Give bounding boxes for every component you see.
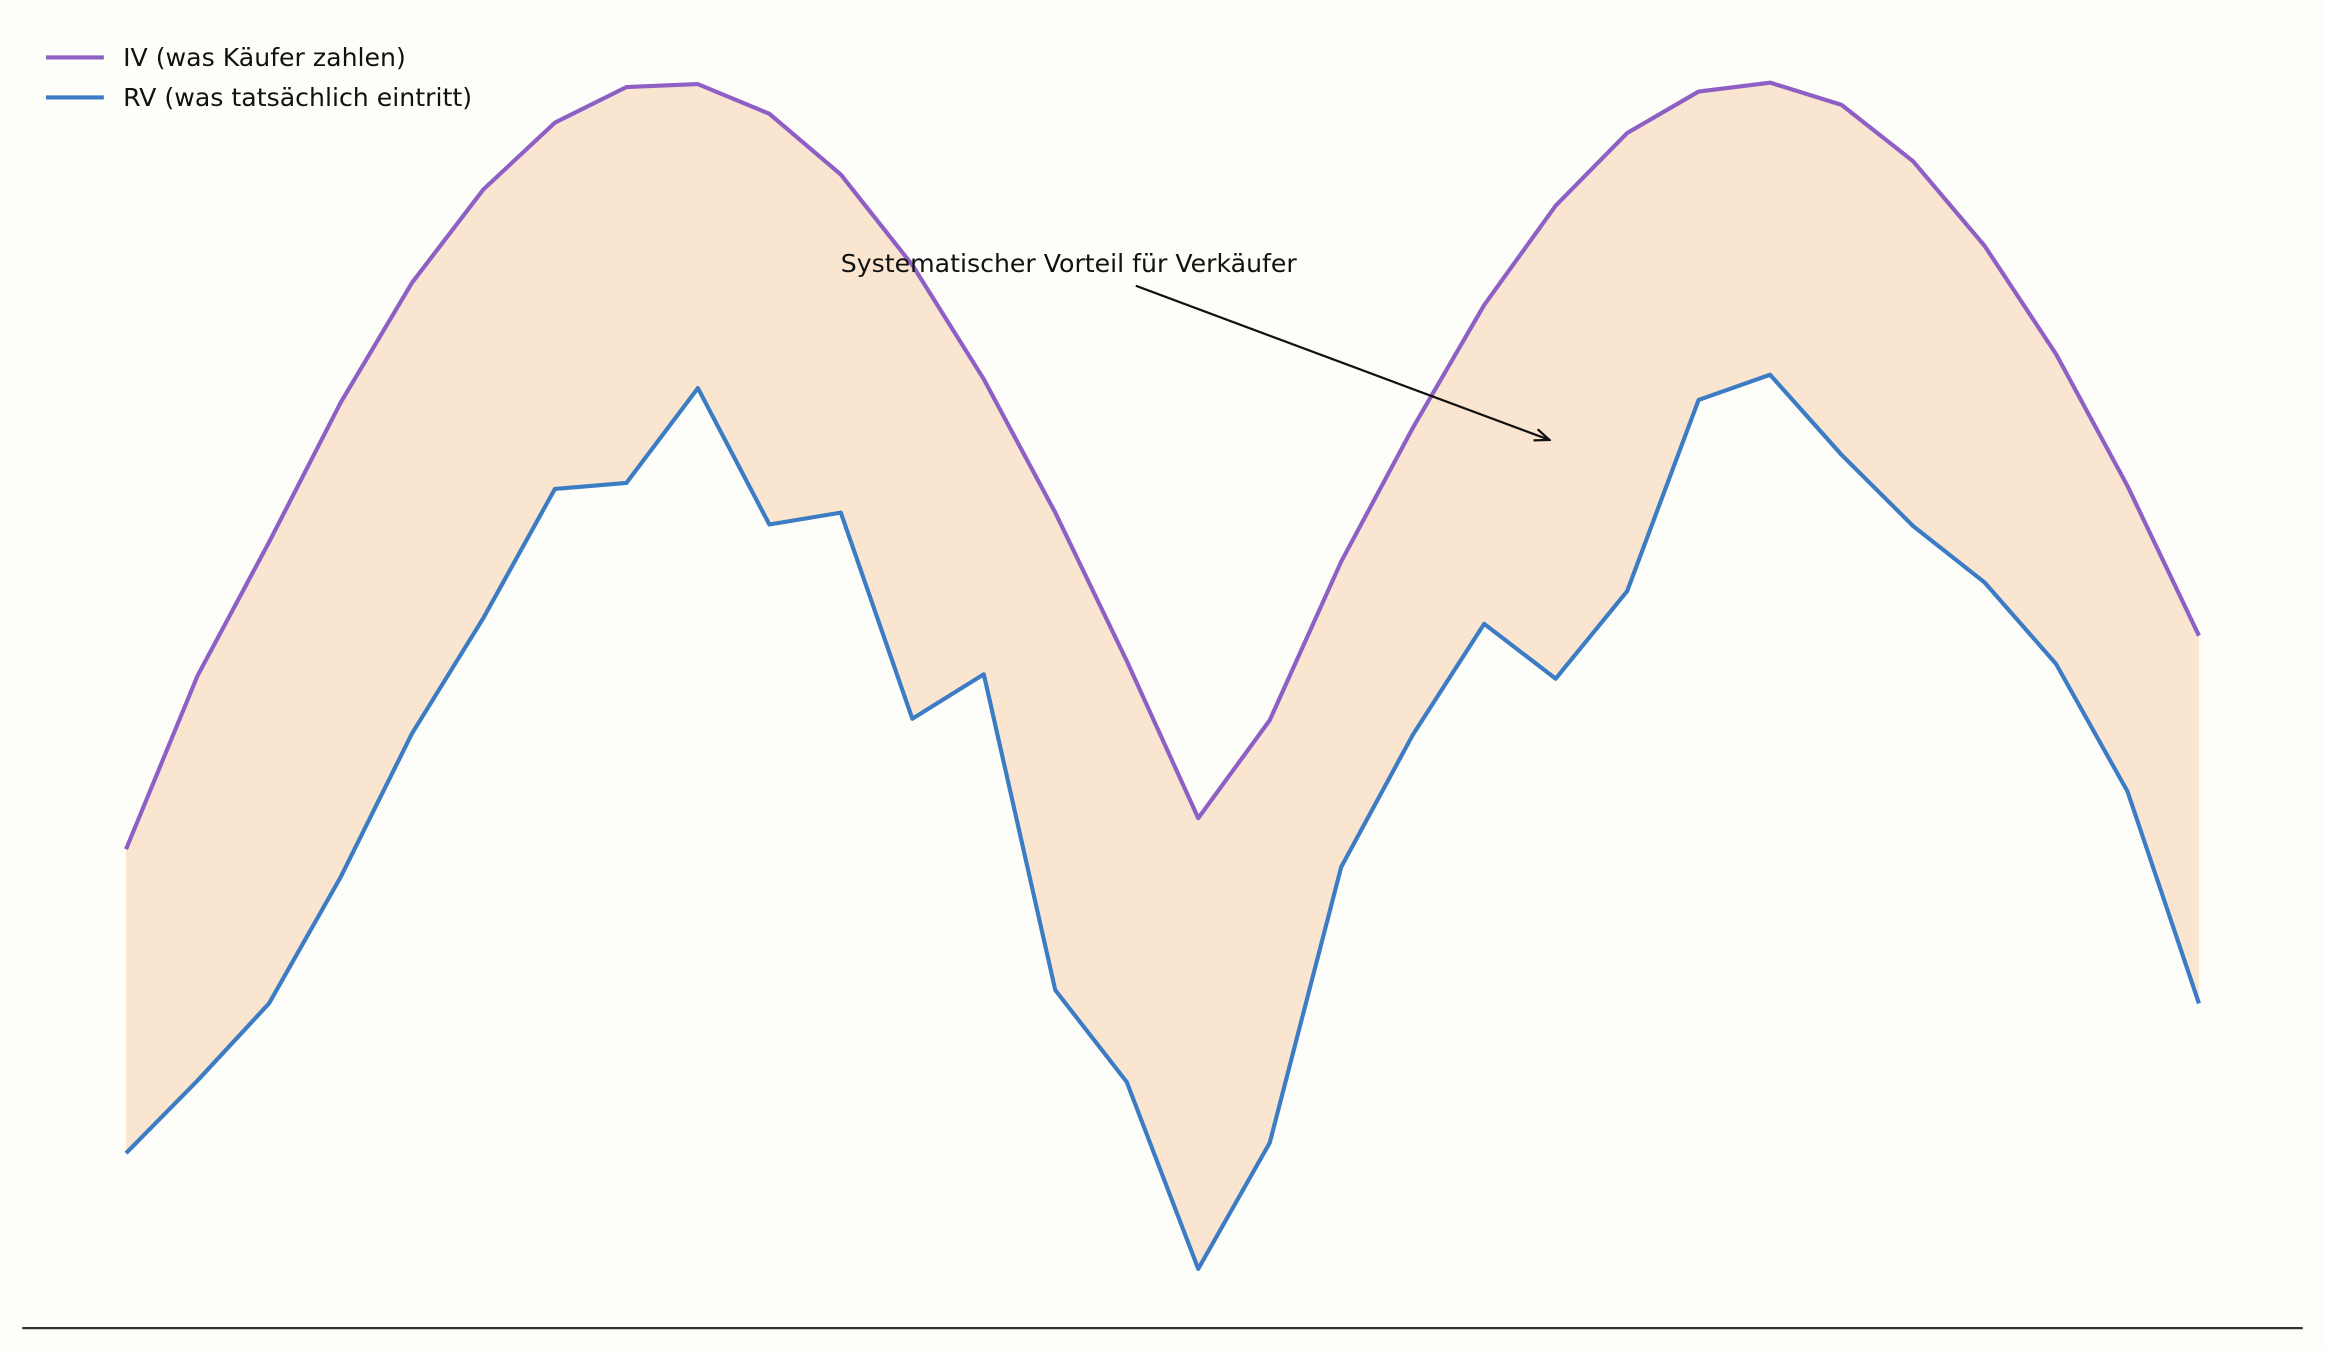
plot-area: [124, 80, 2201, 1271]
series-line: [124, 80, 2201, 851]
fill-between: [126, 82, 2199, 1269]
series-line: [124, 372, 2201, 1271]
legend-label: RV (was tatsächlich eintritt): [123, 83, 472, 112]
annotation: Systematischer Vorteil für Verkäufer: [841, 249, 1298, 278]
annotation-arrow: [1135, 284, 1550, 440]
legend-label: IV (was Käufer zahlen): [123, 43, 406, 72]
legend: IV (was Käufer zahlen) RV (was tatsächlic…: [45, 43, 472, 112]
